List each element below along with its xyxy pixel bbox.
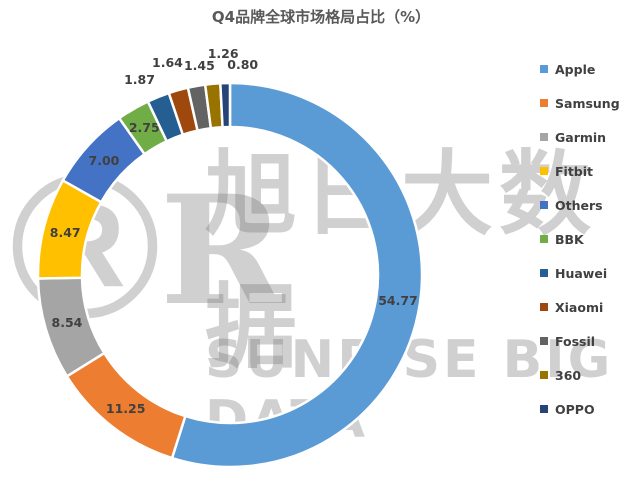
legend-swatch bbox=[540, 133, 548, 141]
slice-oppo bbox=[219, 81, 232, 129]
data-label: 0.80 bbox=[227, 57, 258, 72]
legend-item: BBK bbox=[540, 222, 620, 256]
legend-item: Xiaomi bbox=[540, 290, 620, 324]
legend-item: Huawei bbox=[540, 256, 620, 290]
legend-swatch bbox=[540, 405, 548, 413]
legend-label: Apple bbox=[555, 61, 596, 77]
legend-label: Huawei bbox=[555, 265, 608, 281]
data-label: 1.64 bbox=[152, 55, 183, 70]
legend-swatch bbox=[540, 371, 548, 379]
legend-item: Samsung bbox=[540, 86, 620, 120]
legend-swatch bbox=[540, 65, 548, 73]
legend-item: 360 bbox=[540, 358, 620, 392]
legend-item: OPPO bbox=[540, 392, 620, 426]
legend-label: Xiaomi bbox=[555, 299, 604, 315]
legend-label: Samsung bbox=[555, 95, 620, 111]
data-label: 1.87 bbox=[124, 72, 155, 87]
chart-title: Q4品牌全球市场格局占比（%） bbox=[211, 8, 431, 26]
data-label: 54.77 bbox=[378, 293, 418, 308]
legend-label: Fossil bbox=[555, 333, 596, 349]
legend-label: BBK bbox=[555, 231, 584, 247]
legend-swatch bbox=[540, 303, 548, 311]
legend-label: 360 bbox=[555, 367, 582, 383]
data-label: 8.54 bbox=[52, 315, 83, 330]
legend-label: OPPO bbox=[555, 401, 595, 417]
legend-item: Apple bbox=[540, 52, 620, 86]
legend: Apple Samsung Garmin Fitbit Others BBK Huawei X… bbox=[540, 52, 620, 426]
legend-label: Garmin bbox=[555, 129, 607, 145]
legend-label: Fitbit bbox=[555, 163, 594, 179]
legend-swatch bbox=[540, 235, 548, 243]
legend-item: Garmin bbox=[540, 120, 620, 154]
data-label: 2.75 bbox=[129, 120, 160, 135]
data-label: 7.00 bbox=[89, 153, 120, 168]
legend-swatch bbox=[540, 269, 548, 277]
legend-item: Others bbox=[540, 188, 620, 222]
legend-item: Fitbit bbox=[540, 154, 620, 188]
legend-swatch bbox=[540, 99, 548, 107]
data-label: 1.45 bbox=[184, 58, 215, 73]
data-label: 11.25 bbox=[106, 401, 146, 416]
legend-label: Others bbox=[555, 197, 603, 213]
legend-swatch bbox=[540, 337, 548, 345]
data-label: 8.47 bbox=[50, 225, 81, 240]
legend-swatch bbox=[540, 201, 548, 209]
data-label: 1.26 bbox=[208, 46, 239, 61]
slice-apple bbox=[170, 81, 424, 469]
legend-item: Fossil bbox=[540, 324, 620, 358]
legend-swatch bbox=[540, 167, 548, 175]
